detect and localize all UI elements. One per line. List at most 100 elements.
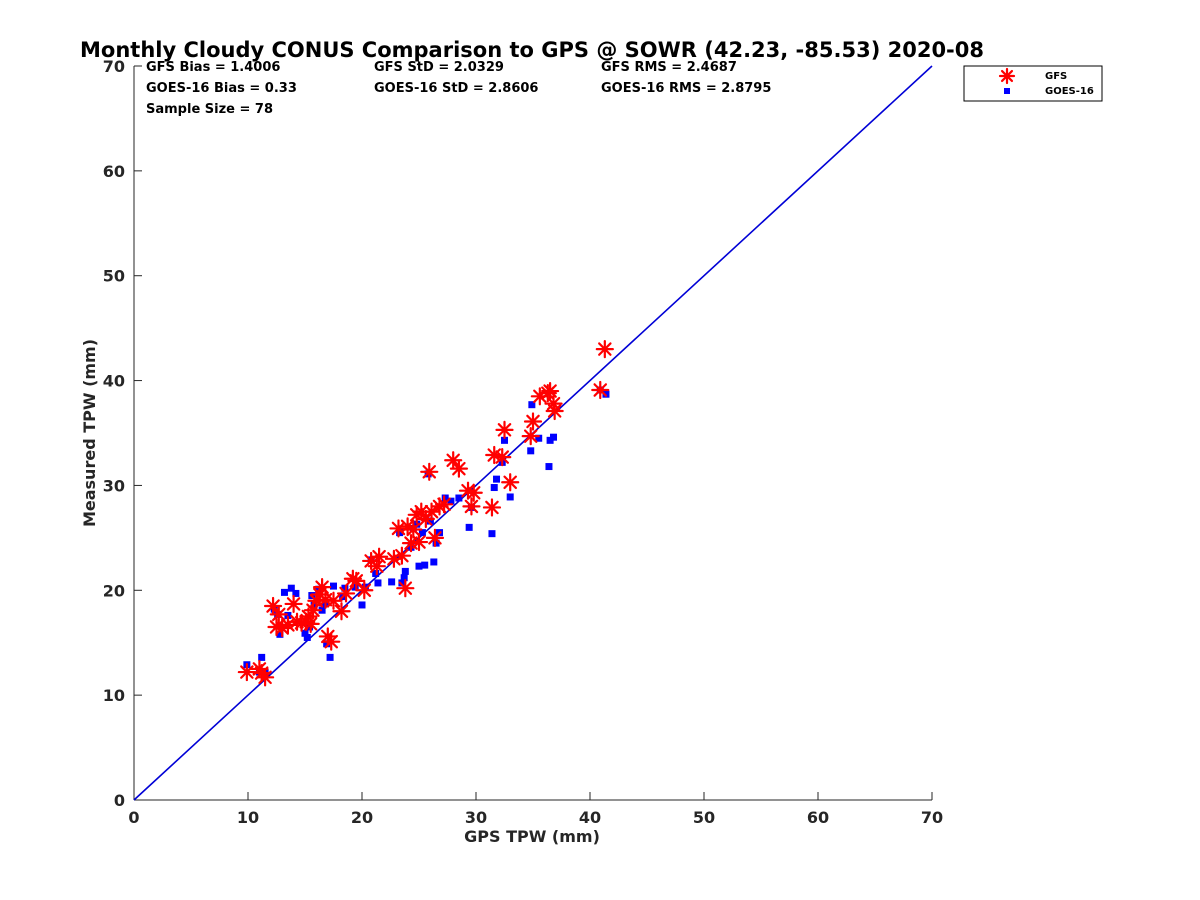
y-tick-label: 10 [103,686,125,705]
goes16-point [465,523,473,531]
x-tick-label: 70 [921,808,943,827]
goes16-point [535,434,543,442]
chart-title: Monthly Cloudy CONUS Comparison to GPS @… [80,38,984,62]
gfs-point [495,420,514,439]
x-tick-label: 40 [579,808,601,827]
gfs-point [523,412,543,431]
gfs-point [347,571,366,590]
x-tick-label: 20 [351,808,373,827]
gfs-point [420,462,439,481]
gfs-point [416,509,435,529]
goes16-point [303,633,311,641]
gfs-point [370,547,389,566]
gfs-point [404,520,423,539]
goes16-point [432,539,440,547]
gfs-point [482,498,502,517]
gfs-point [409,532,429,552]
stat-gfs-bias: GFS Bias = 1.4006 [146,60,280,75]
stat-gfs-rms: GFS RMS = 2.4687 [601,60,737,75]
goes16-point [323,640,331,648]
gfs-point [324,591,343,610]
gfs-point [595,340,614,359]
goes16-point [374,579,382,587]
legend-label-gfs: GFS [1045,71,1067,82]
legend-gfs-asterisk [998,67,1016,85]
gfs-point [449,459,468,478]
legend-marker-gfs [998,67,1016,85]
goes16-point [318,606,326,614]
gfs-point [237,662,256,682]
gfs-point [521,427,540,446]
goes16-point [284,611,292,619]
x-tick-label: 0 [128,808,139,827]
goes16-point [361,583,369,591]
legend-label-goes16: GOES-16 [1045,86,1094,97]
goes16-point [421,561,429,569]
goes16-point [441,494,449,502]
goes16-point [372,570,380,578]
y-tick-label: 50 [103,267,125,286]
gfs-point [434,495,454,514]
gfs-point [396,579,415,598]
gfs-point [464,483,483,502]
gfs-point [540,381,560,401]
goes16-point [388,578,396,586]
goes16-point [306,623,314,631]
data-points-layer [237,340,614,687]
goes16-point [493,475,501,483]
gfs-point [493,448,512,467]
y-tick-label: 20 [103,581,125,600]
gfs-point [284,594,303,614]
y-tick-label: 70 [103,57,125,76]
goes16-point [276,630,284,638]
x-tick-label: 30 [465,808,487,827]
goes16-point [418,529,426,537]
goes16-point [501,436,508,444]
goes16-point [545,463,553,471]
goes16-point [401,567,409,575]
stat-sample-size: Sample Size = 78 [146,102,273,117]
goes16-point [341,584,349,592]
gfs-point [355,581,374,600]
goes16-point [415,562,423,570]
gfs-point [322,632,341,651]
y-tick-label: 0 [114,791,125,810]
gfs-point [501,473,520,492]
goes16-point [447,497,455,505]
gfs-point [256,668,275,687]
axes: 0 10 20 30 40 50 60 70 0 10 20 30 40 50 60 70 [103,57,943,827]
x-axis-label: GPS TPW (mm) [464,827,600,846]
x-tick-label: 50 [693,808,715,827]
goes16-point [330,582,337,590]
x-tick-label: 60 [807,808,829,827]
gfs-point [392,546,411,565]
goes16-point [400,574,408,582]
stat-goes-bias: GOES-16 Bias = 0.33 [146,81,297,96]
goes16-point [280,588,288,596]
legend: GFS GOES-16 [963,65,1103,102]
goes16-point [351,583,359,591]
goes16-point [398,579,406,587]
goes16-point [490,484,498,492]
stat-goes-std: GOES-16 StD = 2.8606 [374,81,538,96]
goes16-point [413,520,421,528]
legend-goes16-square [1004,88,1010,94]
goes16-point [506,493,514,501]
gfs-point [269,605,288,624]
goes16-point [528,401,536,409]
gfs-point [389,519,408,538]
goes16-point [396,529,404,537]
x-tick-label: 10 [237,808,259,827]
legend-box [963,65,1103,102]
legend-marker-goes16 [1004,88,1010,94]
goes16-point [426,517,434,525]
goes16-point [527,447,535,455]
gfs-point [545,401,564,421]
goes16-point [358,601,366,609]
goes16-point [292,589,300,597]
y-tick-label: 30 [103,476,125,495]
goes16-point [301,629,309,637]
gfs-point [332,602,351,621]
y-axis-label: Measured TPW (mm) [80,339,99,527]
